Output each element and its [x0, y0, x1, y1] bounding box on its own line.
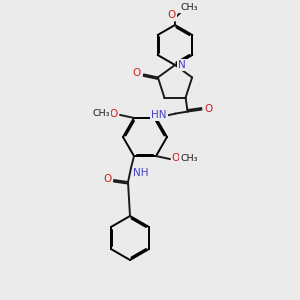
- Text: O: O: [168, 10, 176, 20]
- Text: N: N: [178, 60, 186, 70]
- Text: NH: NH: [133, 168, 149, 178]
- Text: O: O: [133, 68, 141, 78]
- Text: O: O: [103, 174, 111, 184]
- Text: CH₃: CH₃: [92, 110, 110, 118]
- Text: O: O: [205, 103, 213, 114]
- Text: CH₃: CH₃: [180, 154, 198, 163]
- Text: HN: HN: [151, 110, 166, 120]
- Text: O: O: [172, 153, 180, 163]
- Text: CH₃: CH₃: [180, 4, 198, 13]
- Text: O: O: [110, 109, 118, 119]
